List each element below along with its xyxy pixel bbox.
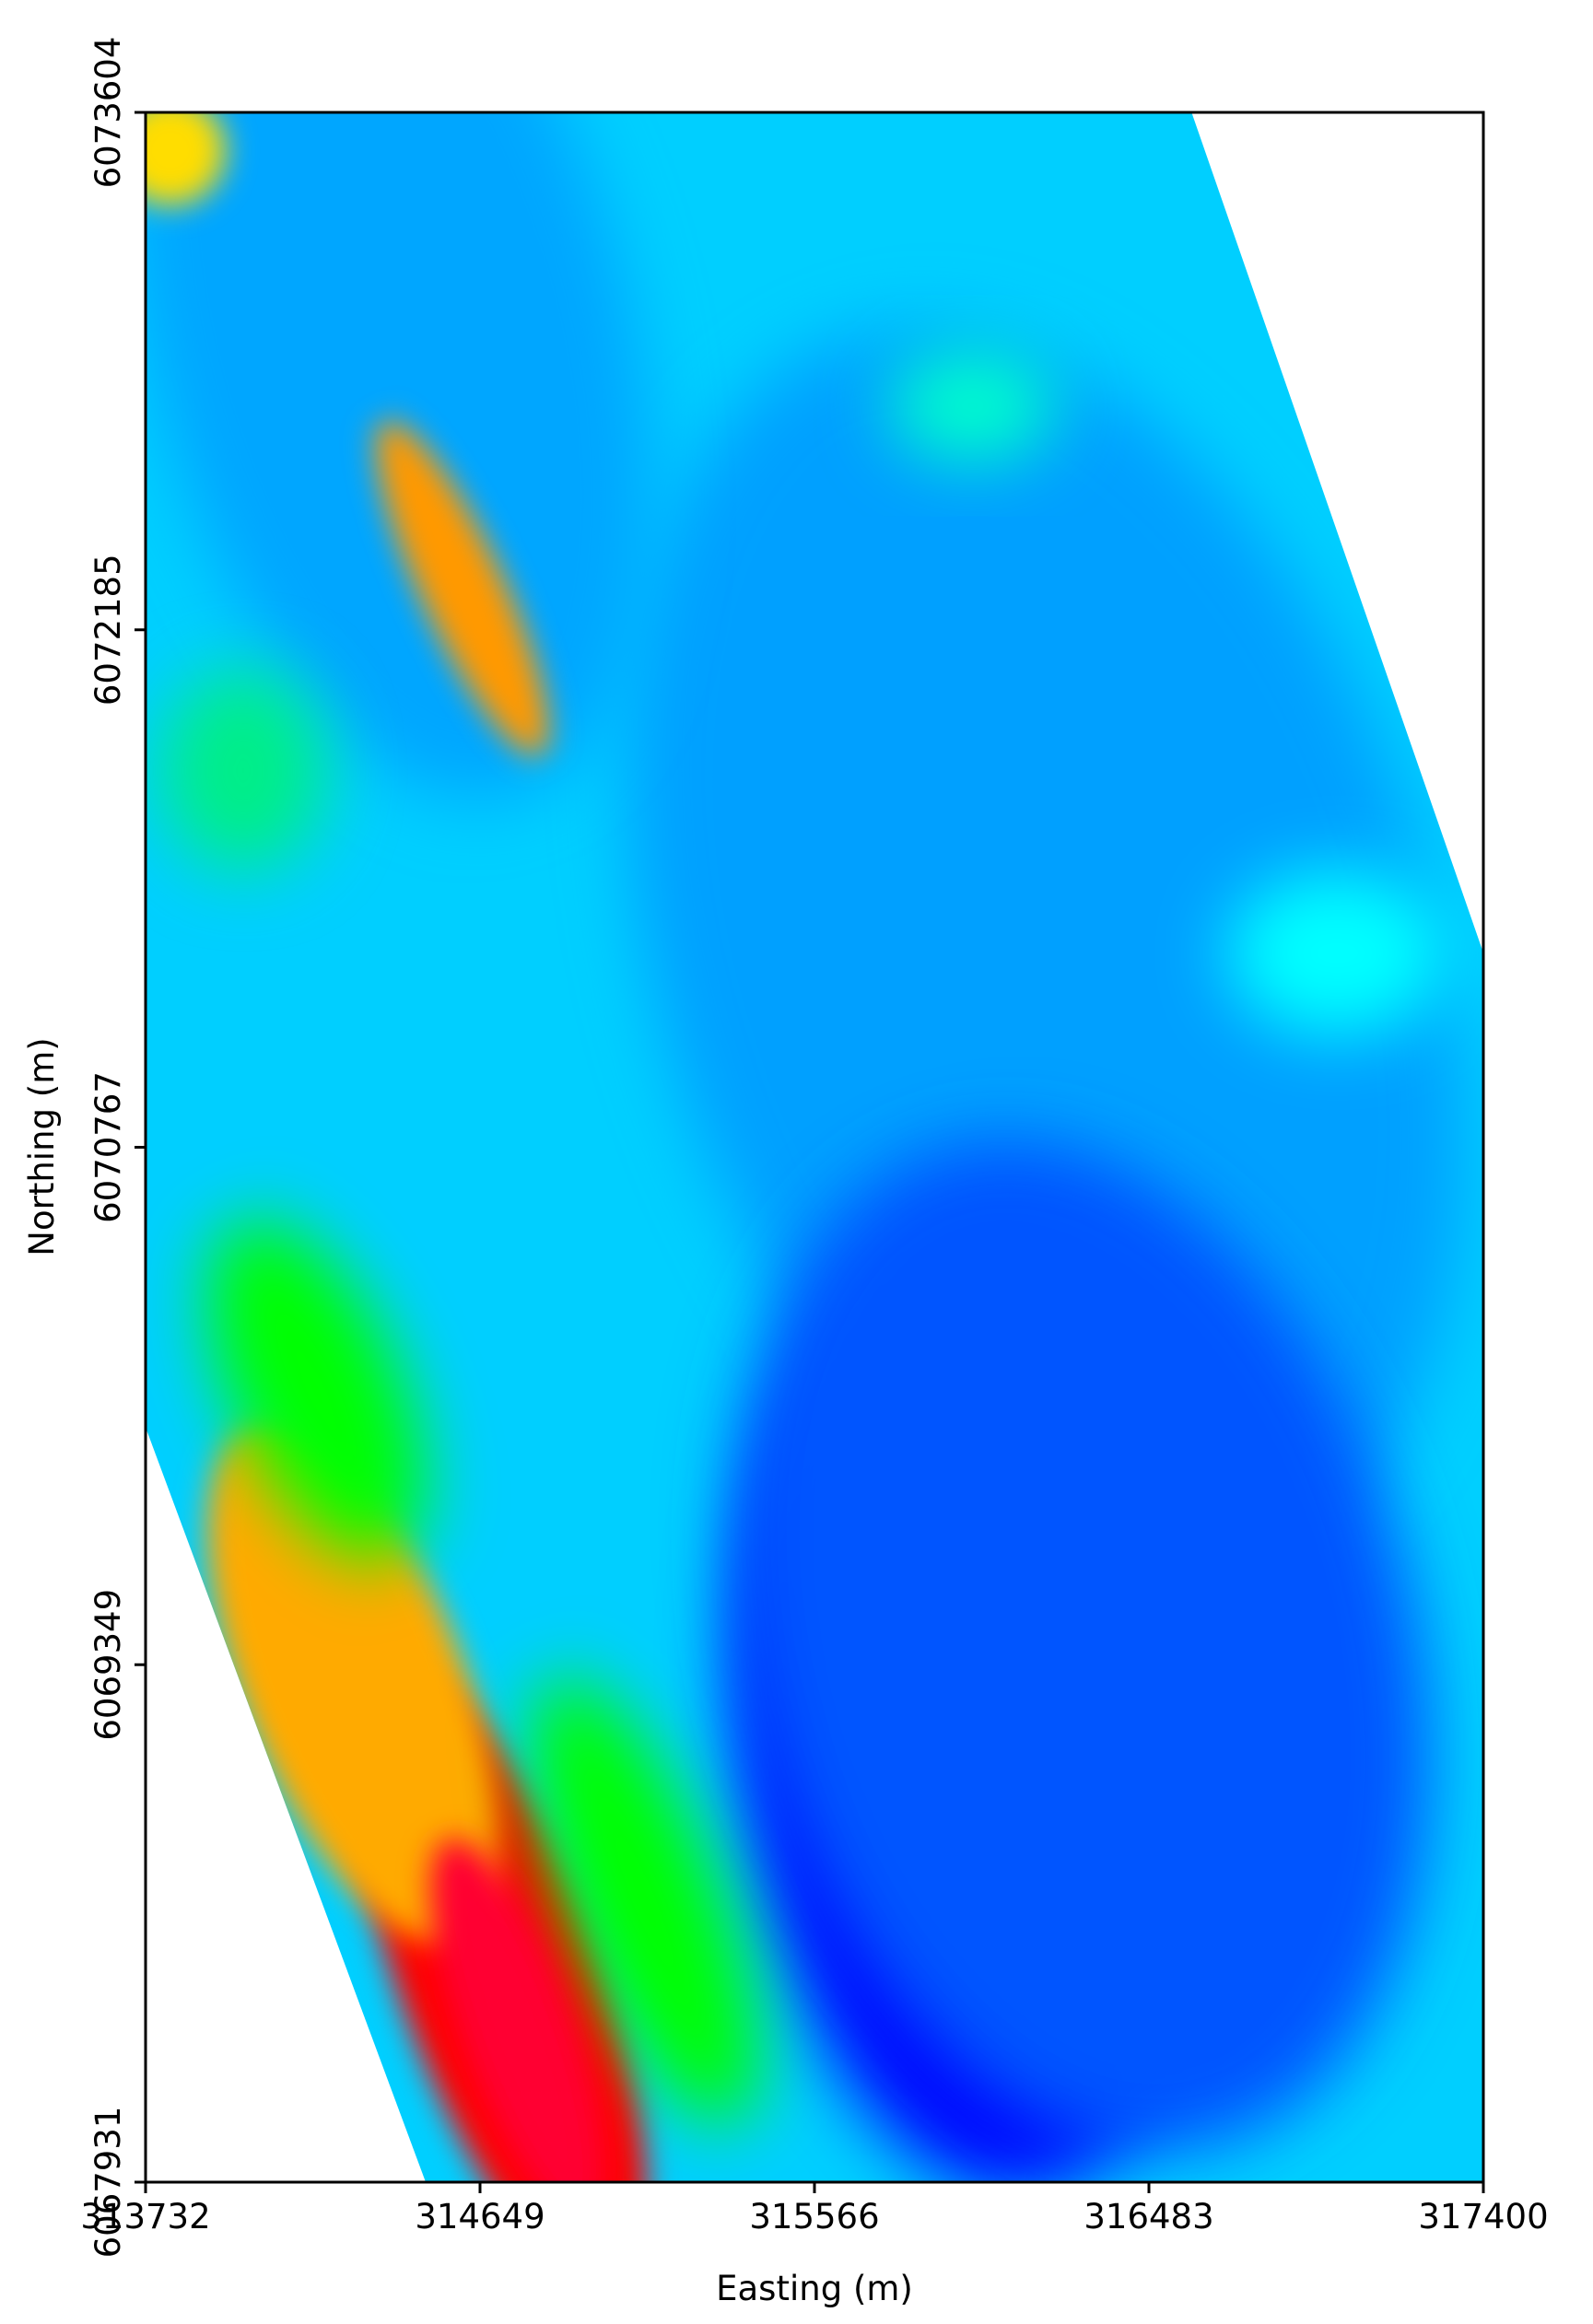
y-axis-title: Northing (m) [22,1037,62,1255]
y-tick-label: 6072185 [88,554,128,706]
x-axis: 313732 314649 315566 316483 317400 [80,2182,1548,2236]
x-tick-label: 317400 [1418,2197,1548,2236]
y-tick-label: 6067931 [88,2107,128,2259]
y-tick-label: 6070767 [88,1071,128,1223]
x-tick-label: 314649 [415,2197,545,2236]
x-tick-label: 316483 [1083,2197,1213,2236]
anomaly-cyan-east [1227,870,1448,1036]
y-tick-label: 6069349 [88,1589,128,1741]
x-axis-title: Easting (m) [716,2269,913,2308]
x-tick-label: 315566 [749,2197,879,2236]
anomaly-cyan-north [890,350,1056,461]
heatmap-surface [34,0,1593,2321]
anomaly-green-west [160,670,326,872]
y-axis: 6067931 6069349 6070767 6072185 6073604 [88,37,146,2259]
y-tick-label: 6073604 [88,37,128,189]
